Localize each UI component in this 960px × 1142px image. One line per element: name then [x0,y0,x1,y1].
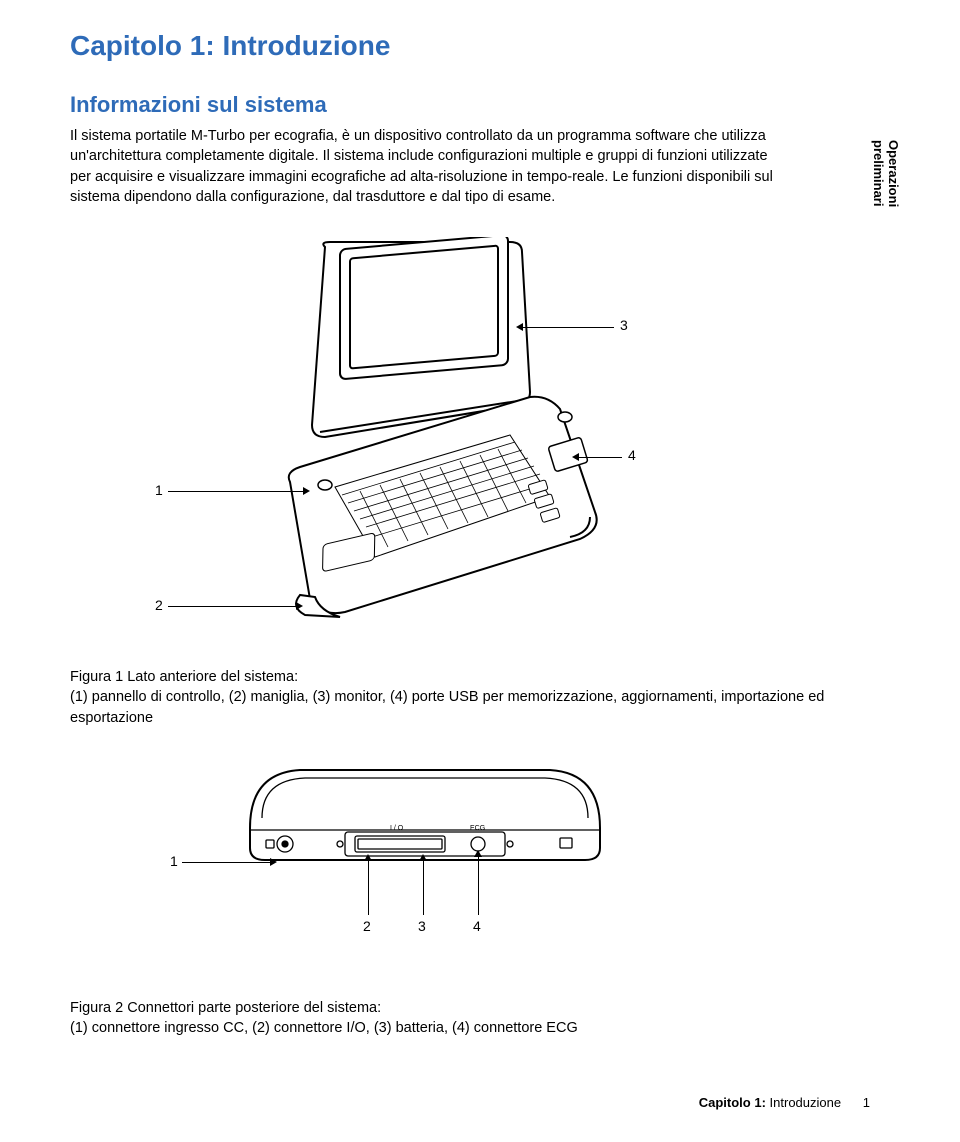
fig2-desc: (1) connettore ingresso CC, (2) connetto… [70,1020,578,1036]
fig1-desc: (1) pannello di controllo, (2) maniglia,… [70,689,824,725]
fig1-callout-1: 1 [155,482,163,498]
footer-page: 1 [863,1095,870,1110]
footer-rest: Introduzione [770,1095,842,1110]
figure-2-caption: Figura 2 Connettori parte posteriore del… [70,998,870,1039]
fig1-callout-3: 3 [620,317,628,333]
chapter-title: Capitolo 1: Introduzione [70,30,870,62]
figure-2: I / O ECG 1 2 3 4 Figura 2 Connettori pa… [70,758,870,1039]
fig2-callout-2: 2 [363,918,371,934]
fig2-callout-3: 3 [418,918,426,934]
fig2-title: Connettori parte posteriore del sistema: [127,1000,381,1016]
page-footer: Capitolo 1: Introduzione 1 [699,1095,870,1110]
fig1-callout-2: 2 [155,597,163,613]
device-back-illustration: I / O ECG [240,758,610,868]
side-tab-line1: Operazioni [886,140,901,207]
side-tab: Operazioni preliminari [870,140,900,207]
fig1-label: Figura 1 [70,669,123,685]
fig2-callout-1: 1 [170,853,178,869]
intro-paragraph: Il sistema portatile M-Turbo per ecograf… [70,126,790,207]
io-label: I / O [390,825,404,832]
footer-bold: Capitolo 1: [699,1095,766,1110]
section-title: Informazioni sul sistema [70,92,870,118]
device-front-illustration [230,237,610,627]
fig1-callout-4: 4 [628,447,636,463]
fig2-callout-4: 4 [473,918,481,934]
side-tab-line2: preliminari [871,140,886,206]
fig2-label: Figura 2 [70,1000,123,1016]
figure-1-caption: Figura 1 Lato anteriore del sistema: (1)… [70,667,870,728]
figure-1: 3 4 1 2 Figura 1 Lato anteriore del sist… [70,227,870,728]
ecg-label: ECG [470,825,485,832]
fig1-title: Lato anteriore del sistema: [127,669,298,685]
